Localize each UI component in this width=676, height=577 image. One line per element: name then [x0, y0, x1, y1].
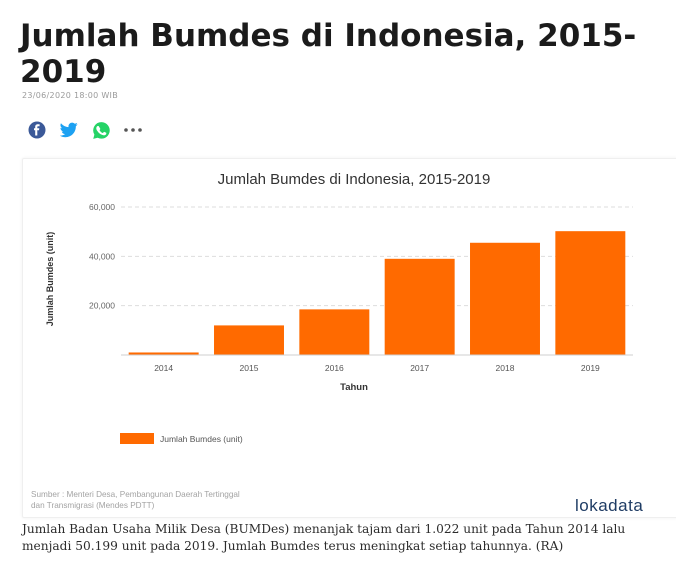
- bar-2015[interactable]: [214, 325, 284, 355]
- y-axis-ticks: 20,000 40,000 60,000: [89, 202, 115, 311]
- x-axis-ticks: 2014 2015 2016 2017 2018 2019: [154, 363, 600, 373]
- bar-2019[interactable]: [555, 231, 626, 355]
- facebook-icon: [28, 121, 46, 139]
- y-tick-label: 40,000: [89, 251, 115, 261]
- x-tick-label: 2014: [154, 363, 173, 373]
- bar-2014[interactable]: [128, 352, 199, 355]
- twitter-icon: [60, 122, 78, 138]
- lokadata-logo: lokadata: [575, 496, 643, 515]
- x-tick-label: 2019: [581, 363, 600, 373]
- legend-swatch: [120, 433, 154, 444]
- bar-chart: Jumlah Bumdes di Indonesia, 2015-2019 20…: [31, 171, 643, 515]
- y-tick-label: 20,000: [89, 301, 115, 311]
- more-share-button[interactable]: [120, 117, 146, 143]
- x-tick-label: 2016: [325, 363, 344, 373]
- x-axis-label: Tahun: [340, 382, 368, 393]
- article-caption: Jumlah Badan Usaha Milik Desa (BUMDes) m…: [22, 522, 626, 553]
- facebook-share-button[interactable]: [24, 117, 50, 143]
- article-timestamp: 23/06/2020 18:00 WIB: [22, 91, 119, 100]
- chart-title: Jumlah Bumdes di Indonesia, 2015-2019: [218, 171, 491, 188]
- source-line-1: Sumber : Menteri Desa, Pembangunan Daera…: [31, 490, 240, 499]
- article-headline: Jumlah Bumdes di Indonesia, 2015-2019: [20, 18, 637, 90]
- x-tick-label: 2018: [496, 363, 515, 373]
- bar-2018[interactable]: [470, 242, 540, 355]
- share-bar: [24, 116, 184, 144]
- chart-card: Jumlah Bumdes di Indonesia, 2015-2019 20…: [22, 158, 676, 518]
- twitter-share-button[interactable]: [56, 117, 82, 143]
- chart-bars: [128, 231, 626, 355]
- whatsapp-icon: [92, 121, 110, 139]
- chart-legend: Jumlah Bumdes (unit): [120, 433, 243, 444]
- y-axis-label: Jumlah Bumdes (unit): [45, 232, 55, 327]
- whatsapp-share-button[interactable]: [88, 117, 114, 143]
- bar-2017[interactable]: [384, 258, 455, 355]
- y-tick-label: 60,000: [89, 202, 115, 212]
- source-line-2: dan Transmigrasi (Mendes PDTT): [31, 501, 155, 510]
- x-tick-label: 2015: [240, 363, 259, 373]
- chart-gridlines: [121, 206, 633, 307]
- x-tick-label: 2017: [410, 363, 429, 373]
- legend-label: Jumlah Bumdes (unit): [160, 434, 243, 444]
- more-icon: [124, 128, 142, 132]
- bar-2016[interactable]: [299, 309, 370, 355]
